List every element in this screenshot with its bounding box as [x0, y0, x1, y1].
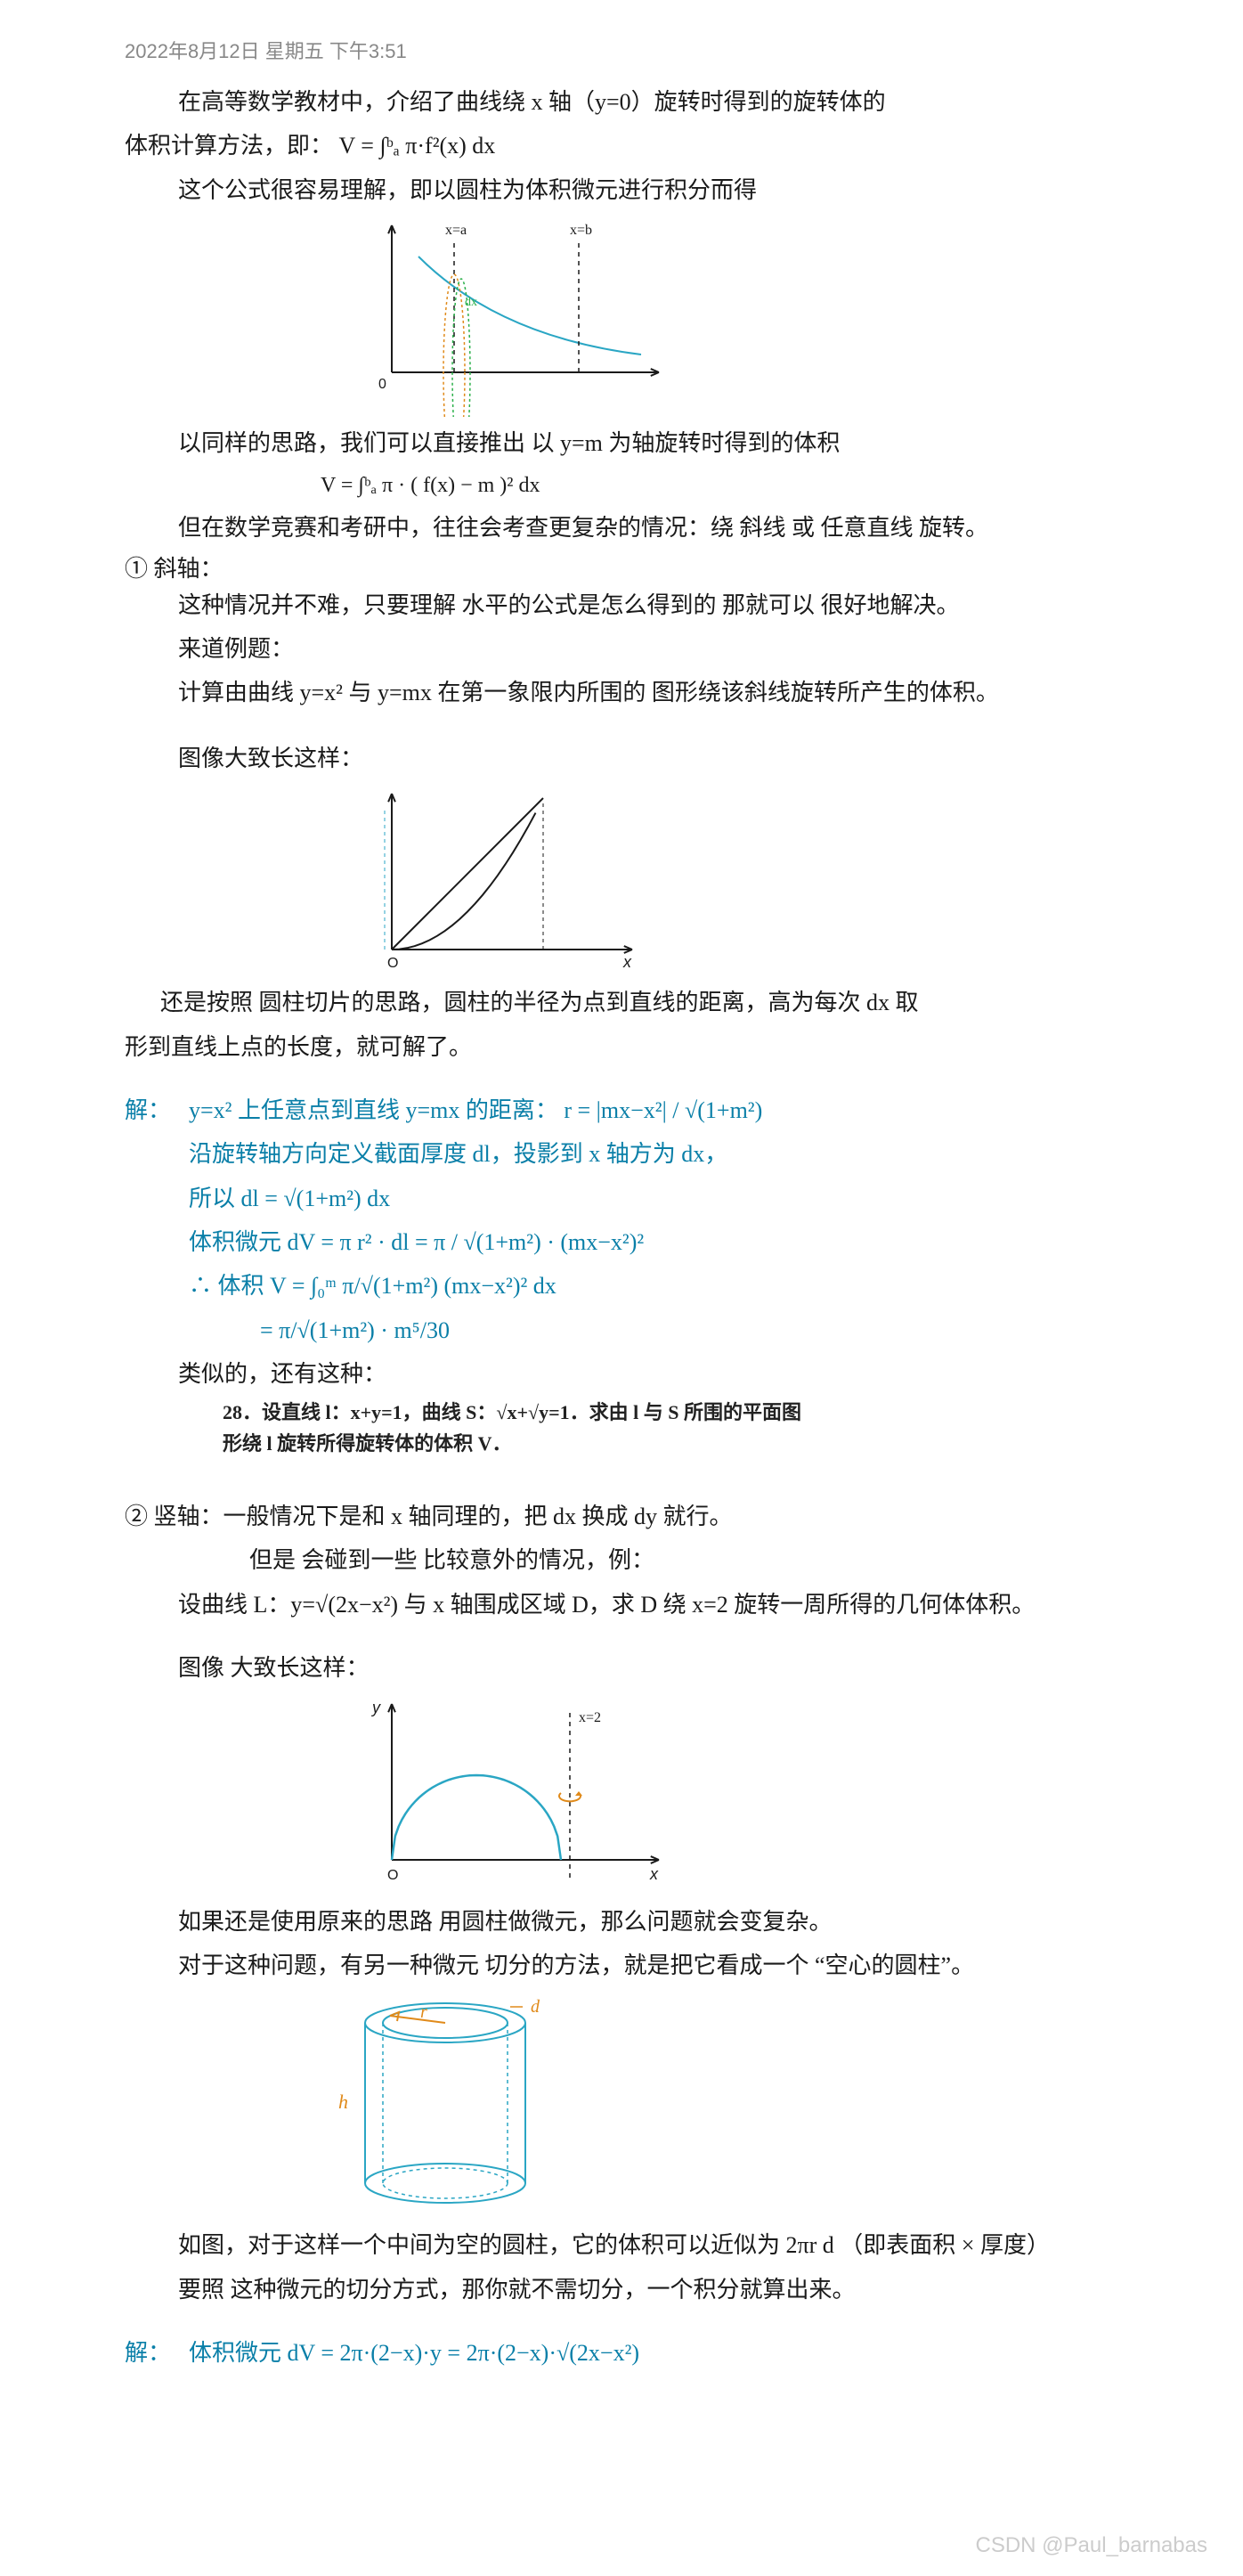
line-5: V = ∫ᵇₐ π · ( f(x) − m )² dx	[125, 466, 1118, 507]
solution-label-2: 解：	[125, 2331, 171, 2375]
line-4: 以同样的思路，我们可以直接推出 以 y=m 为轴旋转时得到的体积	[125, 421, 1118, 465]
line-24: 对于这种问题，有另一种微元 切分的方法，就是把它看成一个 “空心的圆柱”。	[125, 1944, 1118, 1987]
line-20: 但是 会碰到一些 比较意外的情况，例：	[125, 1538, 1118, 1582]
svg-text:h: h	[338, 2091, 348, 2113]
section-2-line: ② 竖轴：一般情况下是和 x 轴同理的，把 dx 换成 dy 就行。	[125, 1495, 1118, 1538]
line-12: 形到直线上点的长度，就可解了。	[125, 1025, 1118, 1069]
section-1-label: ① 斜轴：	[125, 550, 1118, 583]
line-21: 设曲线 L：y=√(2x−x²) 与 x 轴围成区域 D，求 D 绕 x=2 旋…	[125, 1583, 1118, 1626]
svg-text:x=2: x=2	[579, 1710, 601, 1725]
line-26: 要照 这种微元的切分方式，那你就不需切分，一个积分就算出来。	[125, 2268, 1118, 2311]
line-10: 图像大致长这样：	[125, 737, 1118, 780]
svg-text:0: 0	[378, 377, 386, 392]
svg-text:x=a: x=a	[445, 223, 467, 238]
line-18: = π/√(1+m²) · m⁵/30	[189, 1308, 1118, 1352]
watermark: CSDN @Paul_barnabas	[976, 2533, 1208, 2558]
svg-text:O: O	[387, 1868, 398, 1883]
line-8: 来道例题：	[125, 627, 1118, 671]
line-25: 如图，对于这样一个中间为空的圆柱，它的体积可以近似为 2πr d （即表面积 ×…	[125, 2223, 1118, 2267]
solution-label-1: 解：	[125, 1088, 171, 1352]
figure-4: d r h	[312, 1987, 579, 2219]
line-7: 这种情况并不难，只要理解 水平的公式是怎么得到的 那就可以 很好地解决。	[125, 583, 1118, 627]
line-19: 类似的，还有这种：	[125, 1352, 1118, 1396]
line-3: 这个公式很容易理解，即以圆柱为体积微元进行积分而得	[125, 168, 1118, 212]
line-22: 图像 大致长这样：	[125, 1646, 1118, 1690]
svg-text:y: y	[370, 1699, 381, 1716]
line-11: 还是按照 圆柱切片的思路，圆柱的半径为点到直线的距离，高为每次 dx 取	[125, 981, 1118, 1024]
timestamp: 2022年8月12日 星期五 下午3:51	[125, 36, 1118, 64]
line-1: 在高等数学教材中，介绍了曲线绕 x 轴（y=0）旋转时得到的旋转体的	[125, 80, 1118, 124]
svg-text:d: d	[531, 1997, 540, 2017]
line-13: y=x² 上任意点到直线 y=mx 的距离： r = |mx−x²| / √(1…	[189, 1088, 1118, 1132]
line-27: 体积微元 dV = 2π·(2−x)·y = 2π·(2−x)·√(2x−x²)	[189, 2331, 639, 2375]
svg-text:r: r	[420, 2002, 427, 2022]
svg-text:x: x	[622, 953, 632, 971]
line-23: 如果还是使用原来的思路 用圆柱做微元，那么问题就会变复杂。	[125, 1900, 1118, 1944]
figure-3: Ox y x=2	[338, 1691, 695, 1895]
line-17: ∴ 体积 V = ∫₀ᵐ π/√(1+m²) (mx−x²)² dx	[189, 1264, 1118, 1308]
figure-2-wrap: Ox	[125, 780, 1118, 981]
figure-3-wrap: Ox y x=2	[125, 1691, 1118, 1900]
line-14: 沿旋转轴方向定义截面厚度 dl，投影到 x 轴方为 dx，	[189, 1132, 1118, 1176]
line-2: 体积计算方法，即： V = ∫ᵇₐ π·f²(x) dx	[125, 124, 1118, 167]
svg-text:x=b: x=b	[570, 223, 592, 238]
figure-2: Ox	[338, 780, 659, 976]
line-6: 但在数学竞赛和考研中，往往会考查更复杂的情况：绕 斜线 或 任意直线 旋转。	[125, 506, 1118, 550]
line-9: 计算由曲线 y=x² 与 y=mx 在第一象限内所围的 图形绕该斜线旋转所产生的…	[125, 671, 1118, 714]
line-16: 体积微元 dV = π r² · dl = π / √(1+m²) · (mx−…	[189, 1220, 1118, 1264]
figure-1: x=a x=b 0 dx	[356, 212, 677, 417]
svg-text:O: O	[387, 956, 398, 971]
figure-1-wrap: x=a x=b 0 dx	[125, 212, 1118, 421]
svg-text:dx: dx	[465, 296, 477, 309]
svg-text:x: x	[649, 1865, 659, 1883]
line-15: 所以 dl = √(1+m²) dx	[189, 1177, 1118, 1220]
problem-28: 28．设直线 l：x+y=1，曲线 S：√x+√y=1．求由 l 与 S 所围的…	[125, 1397, 801, 1459]
figure-4-wrap: d r h	[125, 1987, 1118, 2223]
